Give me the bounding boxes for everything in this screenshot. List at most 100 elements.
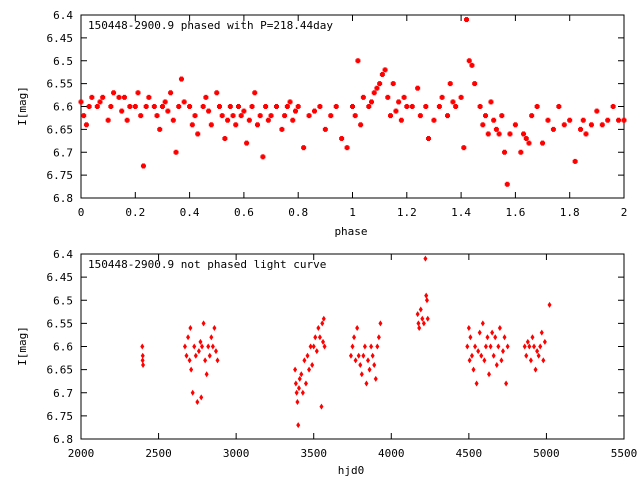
data-point xyxy=(522,343,527,350)
data-point xyxy=(292,108,298,114)
data-point xyxy=(284,104,290,109)
data-point xyxy=(295,399,300,405)
data-point xyxy=(493,126,499,132)
data-point xyxy=(388,113,394,119)
data-point xyxy=(151,104,157,109)
data-point xyxy=(480,122,486,128)
data-point xyxy=(360,94,366,100)
data-point xyxy=(176,104,182,109)
data-point xyxy=(461,145,467,151)
data-point xyxy=(287,99,293,105)
data-point xyxy=(111,90,117,96)
unphased-data-points xyxy=(140,255,552,429)
x-tick-label: 2 xyxy=(621,206,628,219)
data-point xyxy=(186,334,191,341)
data-point xyxy=(488,99,494,105)
data-point xyxy=(154,113,160,119)
data-point xyxy=(279,126,285,132)
data-point xyxy=(319,403,324,410)
data-point xyxy=(473,343,478,350)
data-point xyxy=(97,99,103,105)
data-point xyxy=(502,334,507,341)
y-tick-label: 6.6 xyxy=(53,341,73,354)
data-point xyxy=(206,108,212,114)
data-point xyxy=(350,343,355,350)
x-tick-label: 0 xyxy=(78,206,85,219)
data-point xyxy=(140,343,145,350)
data-point xyxy=(213,348,218,355)
data-point xyxy=(390,81,396,87)
data-point xyxy=(296,422,301,429)
data-point xyxy=(299,371,304,378)
data-point xyxy=(352,113,358,119)
data-point xyxy=(426,136,432,142)
data-point xyxy=(491,352,496,359)
data-point xyxy=(379,71,385,77)
data-point xyxy=(305,352,310,359)
data-point xyxy=(225,117,231,123)
x-tick-label: 2000 xyxy=(68,447,95,460)
data-point xyxy=(532,343,537,350)
data-point xyxy=(265,117,271,123)
data-point xyxy=(300,389,305,396)
data-point xyxy=(374,85,380,91)
data-point xyxy=(181,99,187,105)
data-point xyxy=(518,149,524,155)
data-point xyxy=(222,136,228,142)
data-point xyxy=(165,108,171,114)
y-tick-label: 6.55 xyxy=(47,317,74,330)
data-point xyxy=(293,366,298,373)
data-point xyxy=(499,113,505,119)
data-point xyxy=(206,343,211,350)
data-point xyxy=(482,357,487,364)
data-point xyxy=(468,334,473,341)
data-point xyxy=(317,104,323,109)
data-point xyxy=(371,90,377,96)
y-tick-label: 6.8 xyxy=(53,433,73,446)
data-point xyxy=(201,320,206,327)
data-point xyxy=(192,343,197,350)
data-point xyxy=(464,17,470,23)
data-point xyxy=(476,348,481,355)
data-point xyxy=(545,117,551,123)
data-point xyxy=(369,99,375,105)
x-tick-label: 0.8 xyxy=(288,206,308,219)
data-point xyxy=(539,329,544,336)
data-point xyxy=(415,85,421,91)
data-point xyxy=(526,140,532,146)
data-point xyxy=(209,334,214,341)
data-point xyxy=(119,108,125,114)
unphased-y-ticks: 6.4 6.45 6.5 6.55 6.6 6.65 6.7 6.75 6.8 xyxy=(47,248,624,446)
data-point xyxy=(583,131,589,137)
data-point xyxy=(162,99,168,105)
data-point xyxy=(542,338,547,345)
data-point xyxy=(521,131,527,137)
data-point xyxy=(83,122,89,128)
data-point xyxy=(465,343,470,350)
data-point xyxy=(469,62,475,68)
data-point xyxy=(541,357,546,364)
data-point xyxy=(487,371,492,378)
data-point xyxy=(580,117,586,123)
data-point xyxy=(140,352,145,359)
data-point xyxy=(81,113,87,119)
data-point xyxy=(378,320,383,327)
data-point xyxy=(533,366,538,373)
phased-data-points xyxy=(78,17,627,187)
data-point xyxy=(105,117,111,123)
data-point xyxy=(140,357,145,364)
data-point xyxy=(504,181,510,187)
data-point xyxy=(89,94,95,100)
data-point xyxy=(311,343,316,350)
data-point xyxy=(488,343,493,350)
data-point xyxy=(404,104,410,109)
phased-chart: 6.46.456.56.556.66.656.76.756.8 0 0.2 0.4 0… xyxy=(16,9,627,238)
data-point xyxy=(168,90,174,96)
data-point xyxy=(385,94,391,100)
data-point xyxy=(241,108,247,114)
data-point xyxy=(466,325,471,331)
data-point xyxy=(249,104,255,109)
data-point xyxy=(188,325,193,331)
phased-y-axis-label: I[mag] xyxy=(16,86,29,126)
data-point xyxy=(424,297,429,304)
